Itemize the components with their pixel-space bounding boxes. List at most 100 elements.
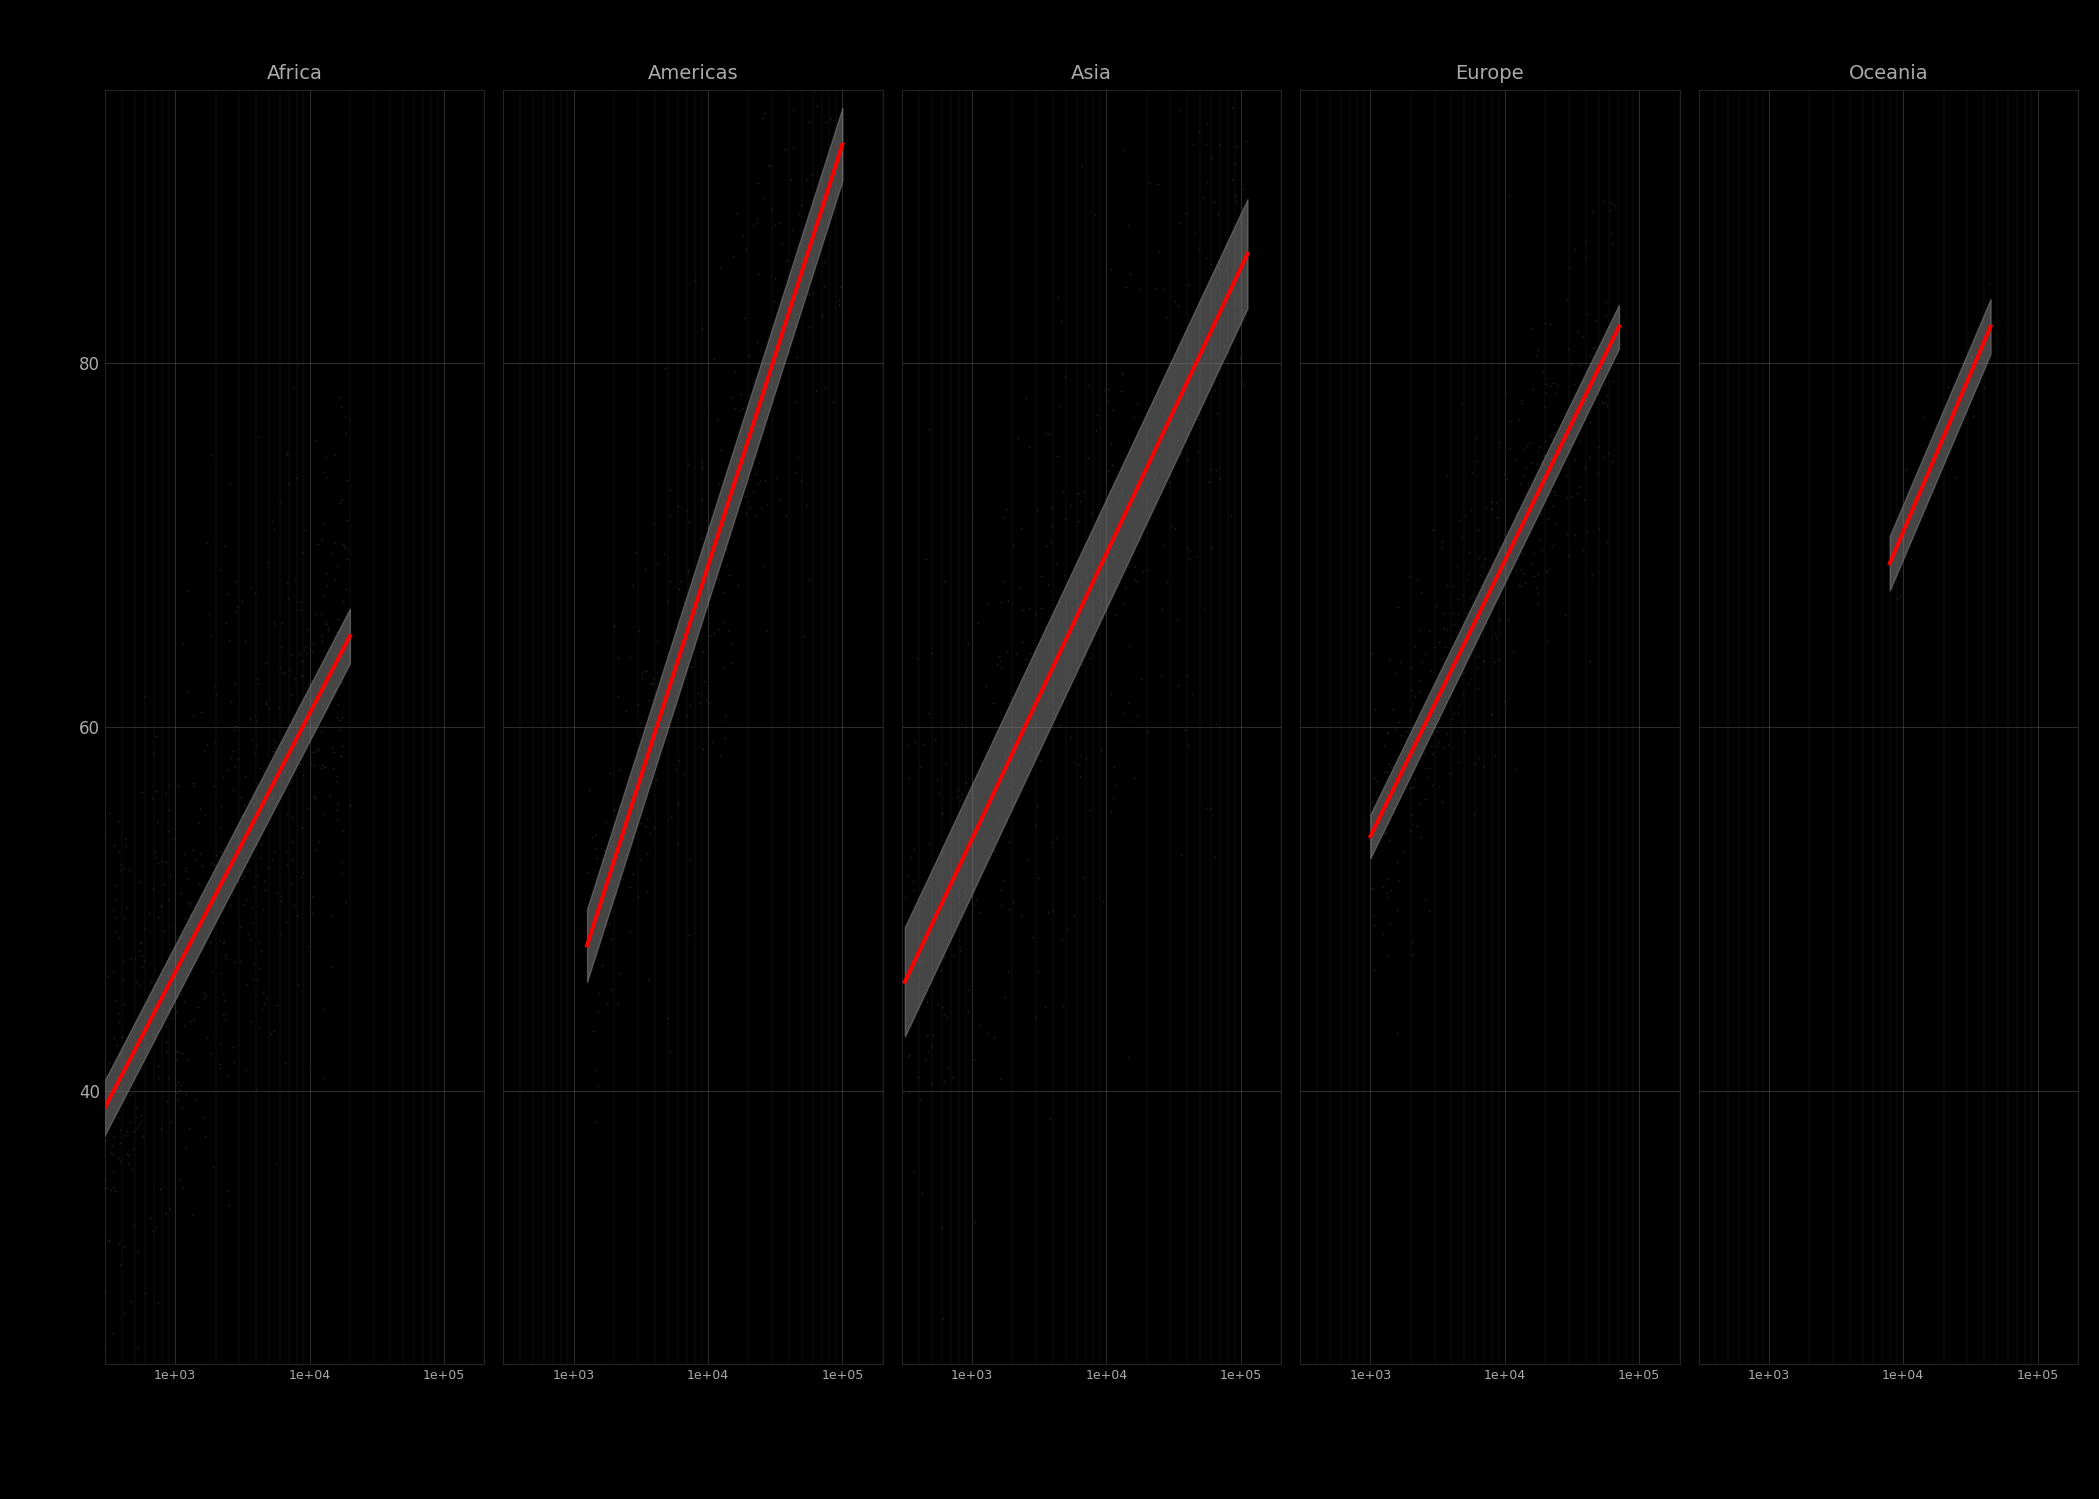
Point [930,751,963,775]
Point [204,793,237,817]
Point [823,288,856,312]
Point [1096,682,1129,706]
Point [160,1000,193,1024]
Point [113,1072,147,1096]
Point [586,847,619,871]
Point [277,893,311,917]
Point [722,573,756,597]
Point [1463,564,1497,588]
Point [1524,450,1557,474]
Point [323,744,357,767]
Point [1381,595,1415,619]
Point [191,1025,225,1049]
Point [1371,943,1404,967]
Point [172,679,206,703]
Point [1568,244,1602,268]
Point [1566,538,1599,562]
Point [693,690,726,714]
Point [1562,354,1595,378]
Point [176,703,210,727]
Point [1436,601,1469,625]
Point [1094,480,1127,504]
Point [1112,213,1146,237]
Point [577,835,611,859]
Point [1066,865,1100,889]
Point [1522,528,1555,552]
Point [1068,747,1102,770]
Point [1417,723,1450,747]
Point [1461,747,1494,770]
Point [1421,720,1455,744]
Point [1188,346,1222,370]
Point [1178,222,1211,246]
Point [1070,565,1104,589]
Point [1572,445,1606,469]
Point [1402,618,1436,642]
Point [309,445,342,469]
Point [705,487,739,511]
Point [143,1177,176,1201]
Point [99,889,132,913]
Point [707,580,741,604]
Point [940,812,974,836]
Point [581,1075,615,1099]
Point [1112,555,1146,579]
Point [1358,832,1392,856]
Point [283,642,317,666]
Point [296,633,330,657]
Point [1581,462,1614,486]
Point [126,779,160,803]
Point [1429,618,1463,642]
Point [1520,576,1553,600]
Point [741,211,775,235]
Point [141,1291,174,1315]
Point [915,1034,949,1058]
Point [1146,534,1180,558]
Point [726,469,760,493]
Point [151,797,185,821]
Point [1499,559,1532,583]
Point [613,875,646,899]
Point [942,890,976,914]
Point [1557,372,1591,396]
Point [141,851,174,875]
Point [285,708,319,732]
Point [703,715,737,739]
Point [84,1121,118,1145]
Point [982,649,1016,673]
Point [101,1231,134,1255]
Point [107,1301,141,1325]
Point [701,471,735,495]
Point [991,640,1024,664]
Point [739,462,772,486]
Point [1415,735,1448,758]
Point [281,902,315,926]
Point [139,958,172,982]
Point [1404,736,1438,760]
Point [1478,589,1511,613]
Point [160,1048,193,1072]
Point [1939,465,1973,489]
Point [1438,702,1471,726]
Point [151,1066,185,1090]
Point [1035,514,1068,538]
Point [814,10,848,34]
Point [189,1124,222,1148]
Point [817,10,850,34]
Point [1560,382,1593,406]
Point [1226,204,1259,228]
Point [695,505,728,529]
Point [819,39,852,63]
Point [686,639,720,663]
Point [262,696,296,720]
Point [99,988,132,1012]
Point [1488,574,1522,598]
Point [678,268,712,292]
Point [676,621,709,645]
Point [703,256,737,280]
Point [1591,531,1625,555]
Point [103,1150,136,1174]
Point [1215,168,1249,192]
Point [1110,691,1144,715]
Point [1931,423,1965,447]
